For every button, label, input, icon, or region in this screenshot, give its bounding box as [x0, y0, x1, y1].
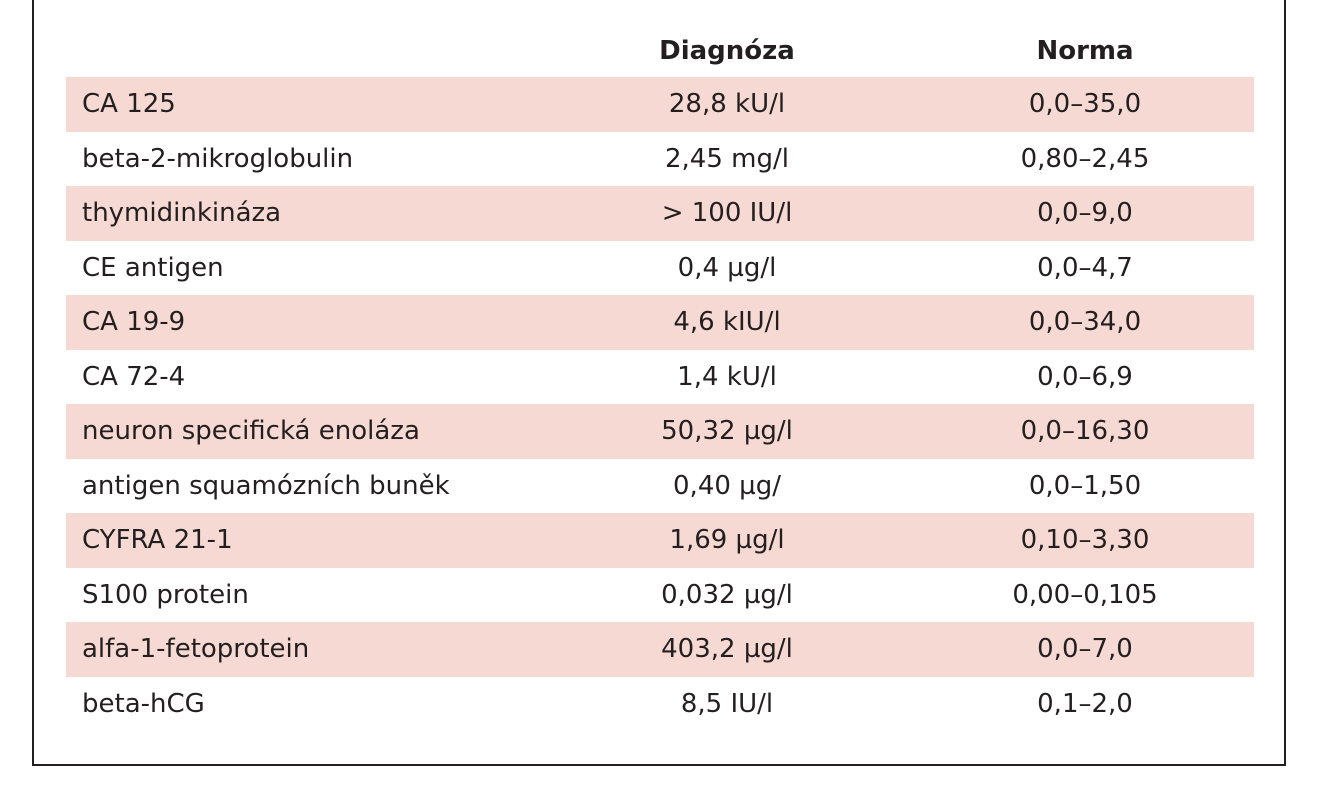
table-row: neuron specifická enoláza 50,32 µg/l 0,0… — [66, 404, 1254, 459]
diagnosis-value: > 100 IU/l — [538, 186, 916, 241]
marker-name: S100 protein — [82, 579, 249, 610]
norm-range: 0,10–3,30 — [916, 513, 1254, 568]
diagnosis-value: 28,8 kU/l — [538, 77, 916, 132]
norm-range: 0,0–4,7 — [1037, 252, 1133, 283]
norm-range: 0,0–34,0 — [916, 295, 1254, 350]
diagnosis-value: 8,5 IU/l — [680, 688, 774, 719]
norm-range: 0,0–6,9 — [1037, 361, 1133, 392]
table-frame — [32, 0, 1286, 766]
diagnosis-value: 0,032 µg/l — [661, 579, 793, 610]
diagnosis-value: 50,32 µg/l — [538, 404, 916, 459]
table-row: antigen squamózních buněk 0,40 µg/ 0,0–1… — [66, 459, 1254, 514]
marker-name: CA 72-4 — [82, 361, 186, 392]
norm-range: 0,1–2,0 — [1037, 688, 1133, 719]
norm-range: 0,0–35,0 — [916, 77, 1254, 132]
marker-name: CA 125 — [66, 77, 538, 132]
norm-range: 0,0–7,0 — [916, 622, 1254, 677]
diagnosis-value: 0,40 µg/ — [673, 470, 781, 501]
header-row: Diagnóza Norma — [66, 25, 1254, 77]
table-row: CA 19-9 4,6 kIU/l 0,0–34,0 — [66, 295, 1254, 350]
marker-name: thymidinkináza — [66, 186, 538, 241]
norm-range: 0,0–1,50 — [1028, 470, 1142, 501]
norm-range: 0,0–16,30 — [916, 404, 1254, 459]
norm-range: 0,80–2,45 — [1020, 143, 1150, 174]
marker-name: beta-hCG — [82, 688, 205, 719]
norm-range: 0,00–0,105 — [1012, 579, 1158, 610]
header-marker — [66, 25, 538, 77]
header-norm: Norma — [1036, 36, 1134, 66]
tumor-marker-table: Diagnóza Norma CA 125 28,8 kU/l 0,0–35,0… — [66, 25, 1254, 731]
table-row: beta-2-mikroglobulin 2,45 mg/l 0,80–2,45 — [66, 132, 1254, 187]
diagnosis-value: 1,4 kU/l — [677, 361, 777, 392]
table-row: thymidinkináza > 100 IU/l 0,0–9,0 — [66, 186, 1254, 241]
marker-name: neuron specifická enoláza — [66, 404, 538, 459]
table-row: CE antigen 0,4 µg/l 0,0–4,7 — [66, 241, 1254, 296]
diagnosis-value: 4,6 kIU/l — [538, 295, 916, 350]
table-row: beta-hCG 8,5 IU/l 0,1–2,0 — [66, 677, 1254, 732]
marker-table-container: Diagnóza Norma CA 125 28,8 kU/l 0,0–35,0… — [66, 25, 1254, 731]
norm-range: 0,0–9,0 — [916, 186, 1254, 241]
diagnosis-value: 1,69 µg/l — [538, 513, 916, 568]
table-row: alfa-1-fetoprotein 403,2 µg/l 0,0–7,0 — [66, 622, 1254, 677]
diagnosis-value: 403,2 µg/l — [538, 622, 916, 677]
table-row: CA 125 28,8 kU/l 0,0–35,0 — [66, 77, 1254, 132]
table-row: S100 protein 0,032 µg/l 0,00–0,105 — [66, 568, 1254, 623]
table-row: CA 72-4 1,4 kU/l 0,0–6,9 — [66, 350, 1254, 405]
marker-name: alfa-1-fetoprotein — [66, 622, 538, 677]
header-diagnosis: Diagnóza — [659, 36, 795, 66]
diagnosis-value: 0,4 µg/l — [677, 252, 777, 283]
diagnosis-value: 2,45 mg/l — [665, 143, 789, 174]
marker-name: CA 19-9 — [66, 295, 538, 350]
marker-name: CE antigen — [82, 252, 224, 283]
marker-name: antigen squamózních buněk — [82, 470, 450, 501]
table-row: CYFRA 21-1 1,69 µg/l 0,10–3,30 — [66, 513, 1254, 568]
marker-name: beta-2-mikroglobulin — [82, 143, 354, 174]
marker-name: CYFRA 21-1 — [66, 513, 538, 568]
